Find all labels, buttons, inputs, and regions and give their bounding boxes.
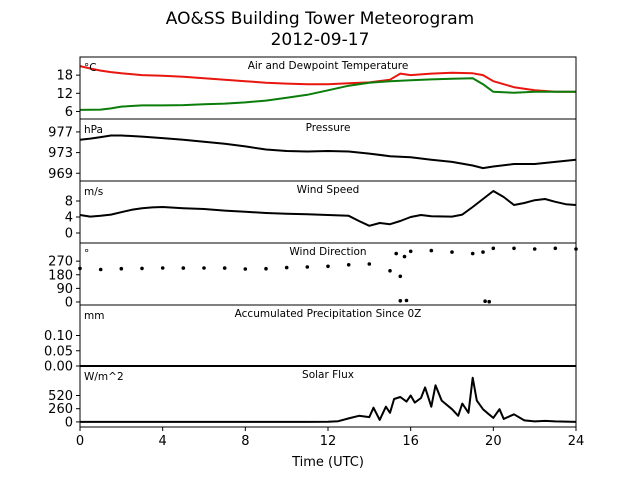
panel-3-point-0-8 [243,267,248,271]
panel-5-title: Solar Flux [302,369,354,381]
panel-5-ytick-label-1: 260 [48,402,73,417]
panel-3-point-0-19 [408,249,413,254]
panel-1-ytick-label-2: 977 [48,125,73,140]
panel-3-point-0-16 [394,251,399,256]
panel-3-point-0-26 [532,247,537,251]
panel-0-ytick-label-1: 12 [56,87,73,102]
panel-3-point-0-27 [553,246,558,251]
panel-3-ytick-label-1: 90 [56,282,73,297]
panel-1: 969 973 977 hPa Pressure [48,118,577,182]
panel-3-point-0-7 [222,266,227,270]
x-tick-label-3: 12 [320,434,337,449]
x-tick-label-6: 24 [568,434,585,449]
panel-3-point-0-1 [98,267,103,272]
panel-1-ytick-label-1: 973 [48,146,73,161]
panel-4: 0.000.050.10 mm Accumulated Precipitation … [44,304,577,375]
panel-2-series-line-0 [79,190,577,227]
figure-subtitle: 2012-09-17 [271,30,370,50]
panel-4-unit: mm [84,310,104,322]
panel-3-point-0-3 [140,266,144,271]
panel-3-point-1-1 [404,298,409,303]
panels: 6 12 18 °C Air and Dewpoint Temperature 969 97… [44,56,578,430]
x-tick-label-2: 8 [241,434,249,449]
panel-2: 048 m/s Wind Speed [65,180,577,244]
panel-0-ytick-label-0: 6 [65,105,73,120]
panel-3-ytick-label-3: 270 [48,255,73,270]
panel-3-point-0-23 [481,250,485,254]
panel-4-ytick-label-0: 0.00 [44,360,73,375]
panel-1-ytick-label-0: 969 [48,167,73,182]
panel-3-point-0-18 [402,254,407,259]
x-axis: 0 4 8 12 16 20 24 [76,427,584,449]
x-axis-label: Time (UTC) [291,455,364,470]
panel-3-point-0-20 [429,248,434,253]
panel-3-point-1-3 [487,299,492,304]
panel-4-ytick-label-1: 0.05 [44,344,73,359]
panel-3-point-0-21 [450,250,454,254]
panel-3-point-0-14 [367,262,372,266]
panel-5-ytick-label-2: 520 [48,389,73,404]
x-tick-label-0: 0 [76,434,84,449]
panel-3-point-0-24 [491,246,496,251]
panel-0: 6 12 18 °C Air and Dewpoint Temperature [56,56,577,120]
panel-2-ytick-label-2: 8 [65,195,73,210]
panel-5-unit: W/m^2 [84,371,124,383]
panel-3-title: Wind Direction [289,246,366,258]
panel-3-point-0-10 [284,265,289,270]
figure-title: AO&SS Building Tower Meteorogram [166,9,474,29]
x-tick-label-4: 16 [402,434,419,449]
panel-3-point-0-11 [305,265,310,269]
panel-3-point-0-13 [346,263,351,267]
panel-3-point-1-2 [483,299,487,304]
panel-5-series-line-0 [80,376,577,423]
panel-0-unit: °C [84,62,97,74]
panel-0-title: Air and Dewpoint Temperature [248,60,409,72]
panel-2-ytick-label-1: 4 [65,211,73,226]
panel-3-point-0-6 [202,266,206,270]
panel-3-ytick-label-0: 0 [65,295,73,310]
panel-3-point-0-5 [181,266,186,270]
panel-3-point-0-9 [264,266,268,271]
panel-3-unit: ° [84,248,89,260]
panel-0-series-line-0 [79,65,576,93]
panel-3-point-0-12 [326,264,330,269]
panel-1-unit: hPa [84,124,103,136]
panel-3-point-0-4 [160,266,165,270]
panel-3-ytick-label-2: 180 [48,268,73,283]
panel-2-unit: m/s [84,186,103,198]
panel-2-ytick-label-0: 0 [65,227,73,242]
panel-5-ytick-label-0: 0 [65,415,73,430]
panel-3-point-0-17 [398,274,403,279]
panel-3-point-0-25 [512,246,516,251]
panel-1-series-line-0 [79,134,577,170]
x-tick-label-5: 20 [485,434,502,449]
panel-0-series-line-1 [79,77,576,111]
panel-3-point-0-15 [388,269,392,273]
panel-3-point-0-22 [470,251,475,256]
panel-4-title: Accumulated Precipitation Since 0Z [235,308,422,320]
panel-4-ytick-label-2: 0.10 [44,329,73,344]
panel-3-point-0-2 [119,266,124,271]
panel-3-point-1-0 [398,299,403,303]
x-tick-label-1: 4 [159,434,167,449]
panel-2-title: Wind Speed [297,184,360,196]
panel-0-ytick-label-2: 18 [56,69,73,84]
panel-1-title: Pressure [306,122,351,134]
